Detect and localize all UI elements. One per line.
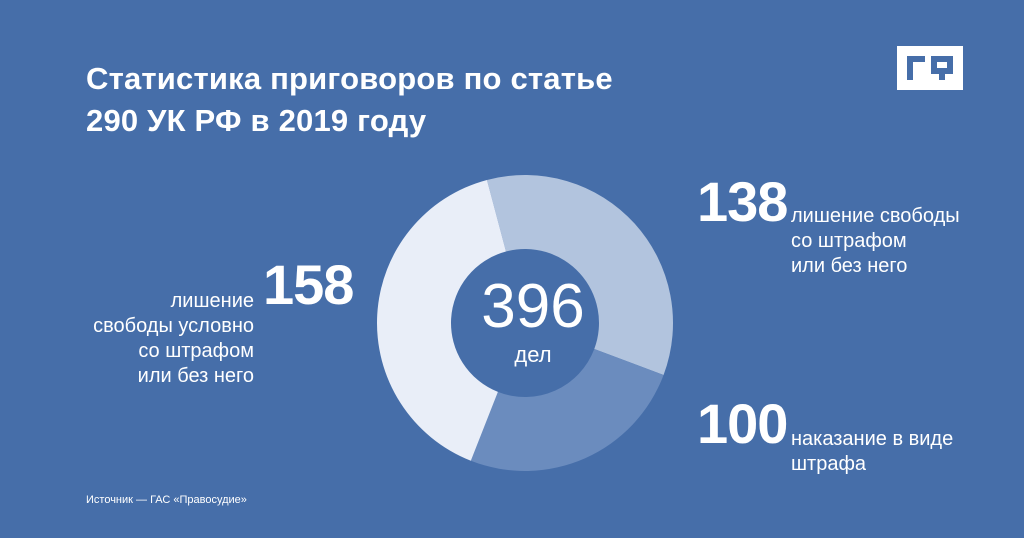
slice-label-fine: 100 (697, 392, 788, 455)
slice-desc-suspended: лишение свободы условно со штрафом или б… (93, 290, 254, 387)
center-unit: дел (514, 342, 552, 367)
donut-slice-prison (486, 175, 673, 375)
slice-desc-fine: наказание в виде штрафа (791, 428, 954, 475)
chart-title: Статистика приговоров по статье 290 УК Р… (86, 58, 613, 142)
center-total: 396 (481, 272, 585, 341)
slice-label-suspended: 158 (263, 253, 354, 316)
donut-slice-suspended (376, 179, 506, 461)
title-line-2: 290 УК РФ в 2019 году (86, 103, 427, 138)
donut-slice-fine (470, 348, 664, 472)
source-note: Источник — ГАС «Правосудие» (86, 494, 247, 506)
slice-desc-prison: лишение свободы со штрафом или без него (791, 205, 960, 277)
logo (897, 46, 963, 90)
title-line-1: Статистика приговоров по статье (86, 61, 613, 96)
slice-label-prison: 138 (697, 170, 788, 233)
